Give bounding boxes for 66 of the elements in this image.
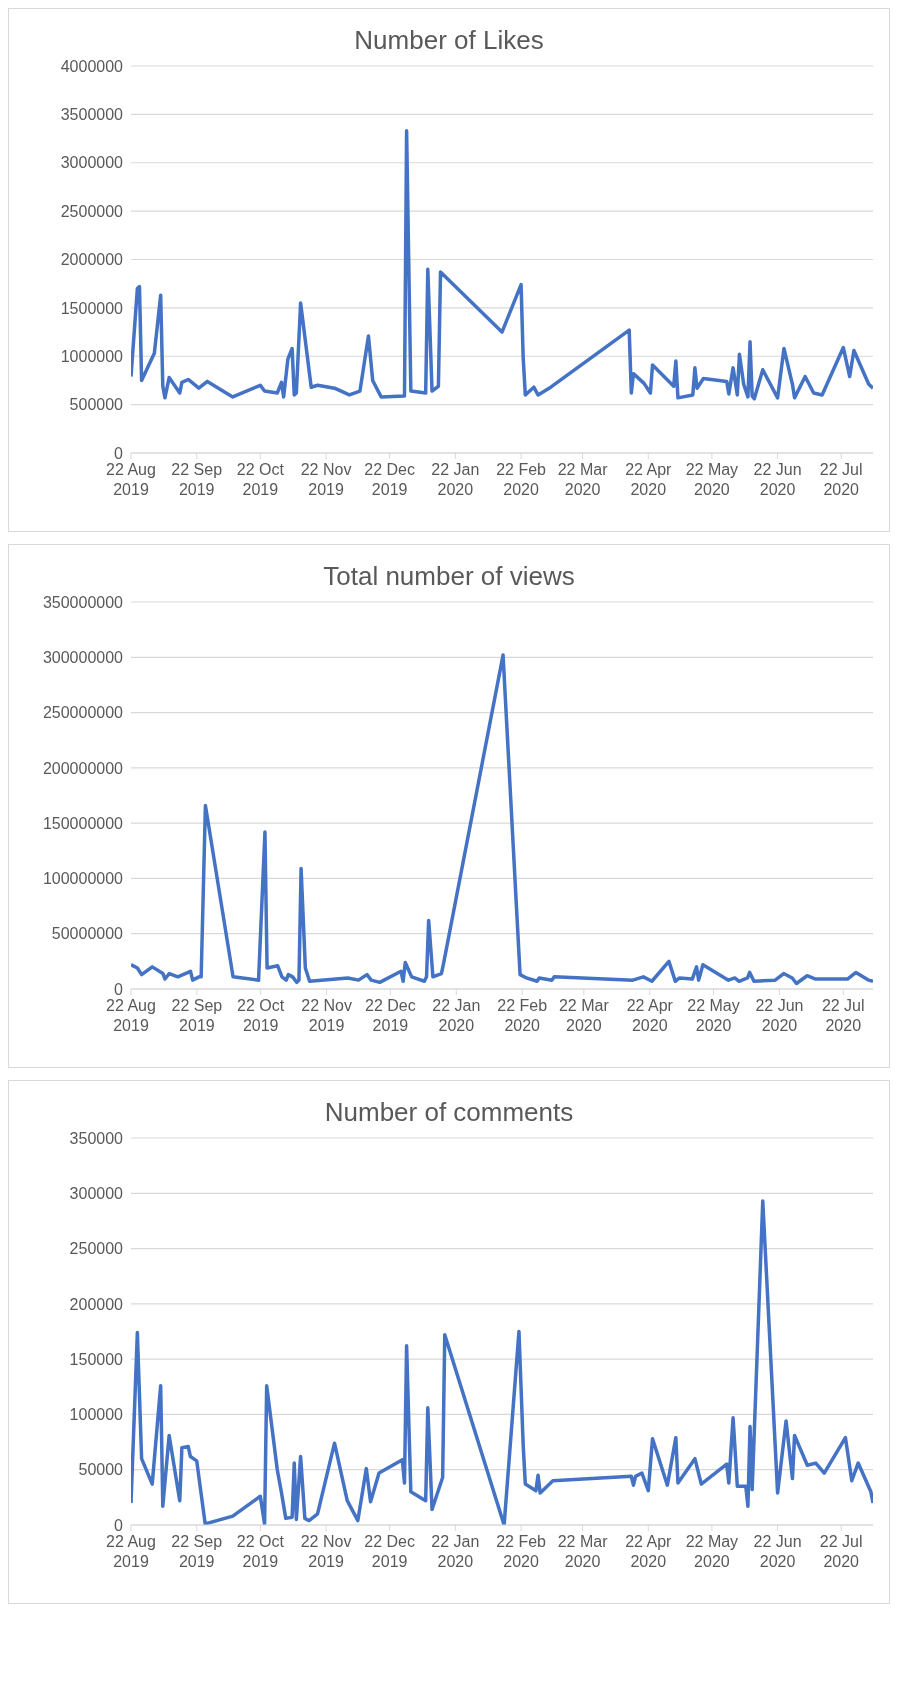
x-tick-label: 22 Jul 2020 (819, 461, 863, 498)
y-tick-label: 2500000 (60, 202, 124, 220)
y-tick-label: 2000000 (60, 251, 124, 269)
y-tick-label: 100000 (69, 1406, 124, 1424)
x-tick-label: 22 Apr 2020 (625, 1533, 673, 1570)
y-tick-label: 0 (114, 980, 124, 998)
y-tick-label: 50000 (78, 1461, 124, 1479)
x-tick-label: 22 Jul 2020 (821, 997, 865, 1034)
x-tick-label: 22 Dec 2019 (364, 1533, 415, 1570)
y-tick-label: 3000000 (60, 154, 124, 172)
x-tick-label: 22 May 2020 (685, 1533, 739, 1570)
x-tick-label: 22 Feb 2020 (496, 461, 547, 498)
y-tick-label: 350000 (69, 1129, 124, 1147)
x-tick-label: 22 Feb 2020 (497, 997, 548, 1034)
line-series (131, 653, 873, 986)
y-tick-label: 50000000 (51, 925, 124, 943)
y-tick-label: 500000 (69, 396, 124, 414)
chart-title: Total number of views (322, 560, 576, 592)
y-tick-label: 250000 (69, 1240, 124, 1258)
y-tick-label: 1500000 (60, 299, 124, 317)
x-tick-label: 22 Jan 2020 (432, 997, 481, 1034)
x-tick-label: 22 May 2020 (685, 461, 739, 498)
x-tick-label: 22 Sep 2019 (171, 997, 223, 1034)
x-tick-label: 22 Dec 2019 (365, 997, 416, 1034)
x-tick-label: 22 Jun 2020 (755, 997, 804, 1034)
chart-title: Number of comments (323, 1096, 575, 1128)
x-tick-label: 22 Jul 2020 (819, 1533, 863, 1570)
x-tick-label: 22 Oct 2019 (237, 997, 285, 1034)
x-tick-label: 22 Aug 2019 (106, 461, 156, 498)
y-tick-label: 100000000 (42, 870, 124, 888)
x-tick-label: 22 Sep 2019 (171, 1533, 223, 1570)
y-tick-label: 250000000 (42, 704, 124, 722)
y-tick-label: 300000000 (42, 648, 124, 666)
line-series (131, 129, 873, 401)
x-tick-label: 22 Oct 2019 (236, 461, 285, 498)
x-tick-label: 22 Feb 2020 (496, 1533, 547, 1570)
y-tick-label: 0 (114, 1516, 124, 1534)
x-tick-label: 22 Apr 2020 (626, 997, 674, 1034)
x-tick-label: 22 Mar 2020 (558, 997, 610, 1034)
x-tick-label: 22 Jan 2020 (431, 461, 480, 498)
x-tick-label: 22 Jun 2020 (753, 1533, 802, 1570)
y-tick-label: 0 (114, 444, 124, 462)
x-tick-label: 22 Nov 2019 (300, 461, 352, 498)
x-tick-label: 22 Oct 2019 (236, 1533, 285, 1570)
y-tick-label: 150000 (69, 1350, 124, 1368)
y-tick-label: 150000000 (42, 814, 124, 832)
x-tick-label: 22 Nov 2019 (301, 997, 352, 1034)
x-tick-label: 22 Nov 2019 (300, 1533, 352, 1570)
x-tick-label: 22 Jan 2020 (431, 1533, 480, 1570)
y-tick-label: 4000000 (60, 57, 124, 75)
y-tick-label: 200000000 (42, 759, 124, 777)
x-tick-label: 22 Aug 2019 (106, 1533, 156, 1570)
y-tick-label: 300000 (69, 1184, 124, 1202)
x-tick-label: 22 Dec 2019 (364, 461, 415, 498)
x-tick-label: 22 Mar 2020 (557, 1533, 609, 1570)
x-tick-label: 22 Apr 2020 (625, 461, 673, 498)
y-tick-label: 3500000 (60, 106, 124, 124)
x-tick-label: 22 Jun 2020 (753, 461, 802, 498)
x-tick-label: 22 Mar 2020 (557, 461, 609, 498)
x-tick-label: 22 May 2020 (687, 997, 740, 1034)
x-tick-label: 22 Sep 2019 (171, 461, 223, 498)
y-tick-label: 1000000 (60, 347, 124, 365)
y-tick-label: 200000 (69, 1295, 124, 1313)
chart-title: Number of Likes (353, 24, 545, 56)
y-tick-label: 350000000 (42, 593, 124, 611)
x-tick-label: 22 Aug 2019 (106, 997, 156, 1034)
